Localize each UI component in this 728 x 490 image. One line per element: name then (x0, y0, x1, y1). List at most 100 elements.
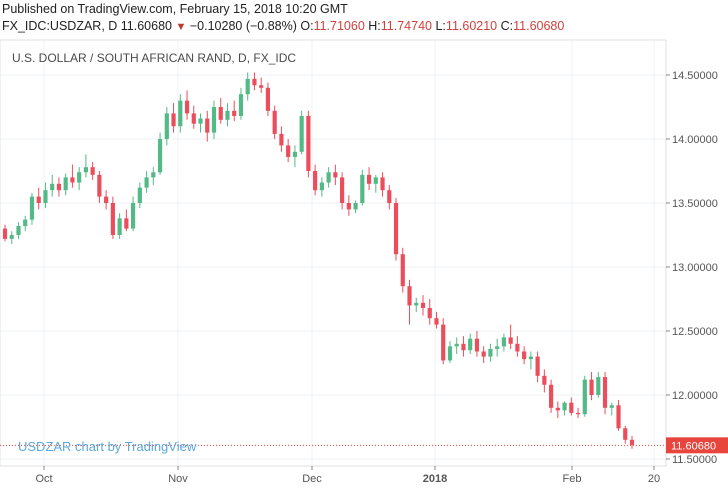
candle-body (77, 172, 82, 183)
candle-body (137, 187, 142, 203)
x-tick-label: Dec (302, 473, 322, 485)
candle-body (144, 177, 149, 188)
candle-body (211, 107, 217, 133)
candle-body (252, 78, 257, 86)
candle-body (542, 375, 547, 385)
x-tick-label: Oct (35, 473, 52, 485)
triangle-down-icon: ▼ (175, 21, 187, 33)
chart-title: U.S. DOLLAR / SOUTH AFRICAN RAND, D, FX_… (12, 51, 296, 65)
candle-body (488, 348, 493, 357)
price-tag-label: 11.60680 (671, 440, 716, 452)
candle-body (474, 338, 480, 352)
candle-body (427, 307, 432, 319)
last-price-tag: 11.60680 (666, 437, 728, 454)
y-tick-label: 14.00000 (672, 134, 718, 146)
candle-body (232, 110, 237, 116)
candle-body (481, 351, 486, 357)
candle-body (461, 343, 466, 351)
candle-body (623, 428, 628, 440)
candle-body (110, 203, 115, 235)
candle-body (454, 343, 459, 347)
candle-body (124, 218, 129, 229)
candle-body (97, 174, 102, 197)
candle-body (575, 412, 581, 415)
candle-body (555, 407, 560, 411)
candle-body (43, 190, 48, 203)
candle-body (501, 337, 506, 347)
candle-body (562, 402, 567, 411)
x-axis[interactable]: Oct Nov Dec 2018 Feb 20 (35, 466, 660, 485)
candle-body (205, 118, 210, 133)
candle-body (549, 384, 554, 408)
candle-body (333, 172, 338, 178)
plot-frame (0, 39, 667, 467)
price-tag-bg (666, 437, 728, 454)
y-axis[interactable]: 14.50000 14.00000 13.50000 13.00000 12.50000… (666, 70, 718, 466)
candle-body (56, 183, 62, 191)
candle-body (602, 377, 608, 408)
x-tick-label: 20 (648, 473, 660, 485)
candle-body (346, 203, 351, 210)
candle-body (495, 346, 500, 349)
candle-body (535, 356, 540, 376)
candle-body (616, 405, 621, 429)
candle-body (104, 196, 109, 203)
candle-body (2, 228, 8, 239)
high-value: 11.74740 (380, 19, 432, 33)
close-label: C: (500, 19, 514, 33)
open-value: 11.71060 (313, 19, 365, 33)
candle-body (589, 379, 594, 395)
candle-body (447, 346, 453, 361)
candle-body (178, 100, 183, 127)
candle-body (319, 182, 324, 191)
y-tick-label: 12.00000 (672, 390, 718, 402)
y-tick-label: 13.50000 (672, 198, 718, 210)
candle-body (225, 110, 230, 120)
open-label: O: (300, 19, 314, 33)
candle-body (198, 118, 203, 124)
low-label: L: (435, 19, 446, 33)
candle-body (468, 338, 473, 351)
candle-body (306, 115, 311, 171)
candle-body (326, 172, 331, 183)
watermark: USDZAR chart by TradingView (18, 439, 197, 454)
candle-body (596, 377, 601, 395)
candle-body (393, 203, 399, 255)
candle-body (441, 324, 446, 361)
candle-body (508, 337, 513, 344)
x-tick-label: Feb (563, 473, 582, 485)
high-label: H: (368, 19, 381, 33)
candle-body (380, 177, 385, 191)
candle-body (238, 94, 244, 116)
candle-body (259, 85, 264, 88)
low-value: 11.60210 (445, 19, 498, 33)
candle-body (407, 286, 412, 306)
candle-body (9, 235, 14, 239)
candle-body (245, 78, 250, 95)
candle-body (340, 177, 345, 203)
candle-body (279, 133, 284, 146)
close-value: 11.60680 (513, 19, 565, 33)
candle-body (400, 254, 405, 287)
candle-body (353, 203, 358, 210)
y-tick-label: 14.50000 (672, 70, 718, 82)
published-line: Published on TradingView.com, February 1… (2, 2, 348, 16)
candle-body (373, 177, 378, 184)
candle-body (434, 318, 439, 325)
x-tick-label: 2018 (423, 473, 447, 485)
candle-body (629, 439, 635, 445)
candles-layer (2, 72, 635, 449)
candle-body (582, 379, 587, 415)
candle-body (366, 174, 372, 184)
candle-body (23, 219, 28, 227)
y-tick-label: 12.50000 (672, 326, 718, 338)
candle-body (299, 115, 304, 152)
symbol-quote-line: FX_IDC:USDZAR, D 11.60680 ▼ −0.10280 (−0… (2, 19, 564, 33)
candle-body (420, 302, 426, 308)
candle-body (117, 218, 122, 235)
candle-body (184, 100, 190, 114)
candle-body (265, 87, 271, 111)
last-price: 11.60680 (120, 19, 172, 33)
candle-body (63, 177, 68, 191)
